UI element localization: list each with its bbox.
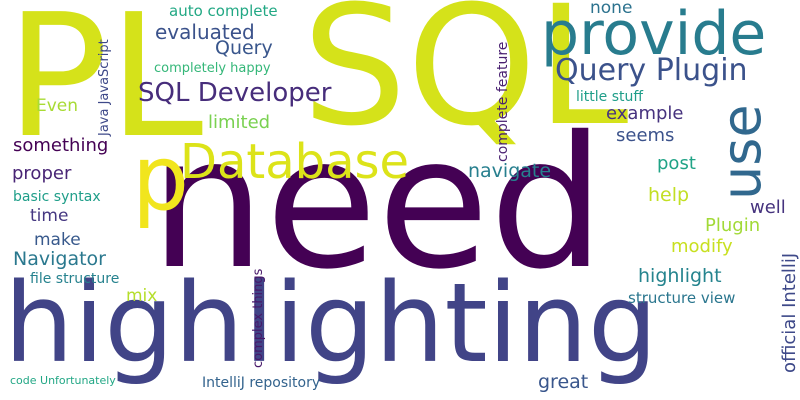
word-proper: proper xyxy=(12,163,72,184)
word-evaluated: evaluated xyxy=(155,20,255,44)
word-need: need xyxy=(150,97,605,309)
word-sql-developer: SQL Developer xyxy=(138,78,332,108)
word-seems: seems xyxy=(616,125,675,146)
word-time: time xyxy=(30,206,69,226)
word-great: great xyxy=(538,371,589,393)
word-official-intellij: official IntelliJ xyxy=(779,252,800,373)
word-mix: mix xyxy=(126,286,158,306)
word-little-stuff: little stuff xyxy=(576,89,644,105)
word-provide: provide xyxy=(541,0,767,69)
word-post: post xyxy=(657,153,696,174)
word-something: something xyxy=(13,135,109,156)
word-pl: PL xyxy=(6,0,204,176)
word-p: p xyxy=(132,126,190,231)
word-navigator: Navigator xyxy=(13,248,106,270)
word-basic-syntax: basic syntax xyxy=(13,189,101,205)
word-navigate: navigate xyxy=(468,160,552,182)
word-sql: SQL xyxy=(302,0,629,162)
word-example: example xyxy=(606,103,684,124)
word-none: none xyxy=(590,0,633,18)
word-structure-view: structure view xyxy=(628,289,736,307)
word-use: use xyxy=(710,104,773,200)
word-auto-complete: auto complete xyxy=(169,2,278,20)
word-database: Database xyxy=(180,134,410,190)
word-help: help xyxy=(648,184,690,206)
word-file-structure: file structure xyxy=(30,271,120,287)
word-java-javascript: Java JavaScript xyxy=(97,39,112,136)
word-query-plugin: Query Plugin xyxy=(555,53,748,88)
word-query: Query xyxy=(215,37,273,59)
word-even: Even xyxy=(36,96,79,116)
word-limited: limited xyxy=(208,112,271,133)
word-modify: modify xyxy=(671,236,733,257)
word-highlight: highlight xyxy=(638,265,722,287)
word-make: make xyxy=(34,230,81,250)
word-complete-feature: complete feature xyxy=(495,41,511,162)
word-plugin: Plugin xyxy=(705,215,761,236)
word-well: well xyxy=(750,197,786,218)
word-completely-happy: completely happy xyxy=(154,61,271,76)
word-code-unfortunately: code Unfortunately xyxy=(10,374,116,387)
word-complex-things: complex things xyxy=(251,268,266,368)
word-highlighting: highlighting xyxy=(4,259,658,387)
word-intellij-repository: IntelliJ repository xyxy=(202,375,321,391)
